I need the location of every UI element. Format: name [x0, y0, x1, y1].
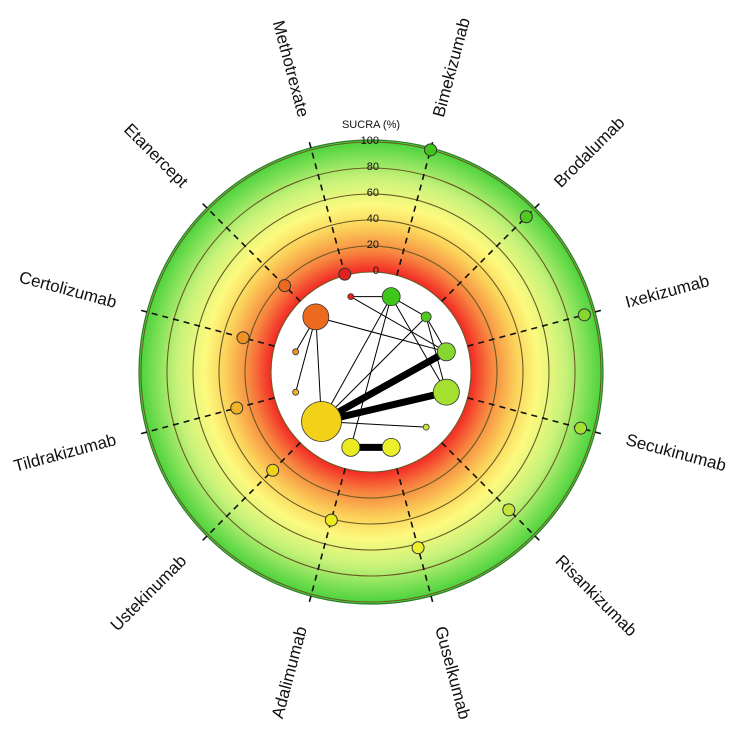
network-nodes — [292, 287, 460, 457]
sucra-points — [230, 143, 591, 555]
sucra-point-tildrakizumab — [230, 401, 244, 415]
edge-ustekinumab-ixekizumab — [318, 348, 450, 425]
tick-label: 80 — [367, 161, 379, 173]
spoke-secukinumab — [467, 397, 605, 436]
sucra-point-secukinumab — [574, 421, 588, 435]
sucra-point-etanercept — [278, 279, 292, 293]
node-certolizumab — [292, 348, 300, 356]
sucra-point-adalimumab — [324, 513, 338, 527]
spoke-adalimumab — [307, 468, 346, 606]
node-guselkumab — [381, 437, 401, 457]
sucra-point-risankizumab — [502, 503, 516, 517]
spoke-tildrakizumab — [137, 397, 275, 436]
tick-label: 0 — [373, 265, 379, 277]
grid-ring — [218, 219, 524, 525]
label-brodalumab: Brodalumab — [550, 113, 628, 191]
sucra-point-methotrexate — [338, 267, 352, 281]
spoke-brodalumab — [441, 200, 543, 302]
spoke-methotrexate — [307, 138, 346, 276]
node-risankizumab — [422, 423, 430, 431]
node-etanercept — [302, 303, 330, 331]
edge-bimekizumab-secukinumab — [390, 296, 447, 393]
spoke-ustekinumab — [199, 442, 301, 544]
edge-methotrexate-ixekizumab — [350, 296, 447, 353]
grid-ring — [244, 245, 498, 499]
grid-ring — [166, 167, 576, 577]
tick-label: 40 — [367, 213, 379, 225]
edge-ustekinumab-secukinumab — [318, 388, 450, 425]
label-ustekinumab: Ustekinumab — [107, 551, 191, 635]
sucra-point-ustekinumab — [266, 463, 280, 477]
node-tildrakizumab — [292, 388, 300, 396]
node-ustekinumab — [301, 401, 342, 442]
spoke-ixekizumab — [467, 308, 605, 347]
sucra-point-guselkumab — [411, 541, 425, 555]
node-brodalumab — [420, 311, 432, 323]
label-tildrakizumab: Tildrakizumab — [12, 430, 119, 476]
label-guselkumab: Guselkumab — [431, 624, 474, 721]
label-risankizumab: Risankizumab — [552, 551, 641, 640]
sucra-point-bimekizumab — [424, 143, 438, 157]
node-bimekizumab — [381, 287, 401, 307]
node-secukinumab — [432, 378, 460, 406]
spoke-risankizumab — [441, 442, 543, 544]
edge-ustekinumab-bimekizumab — [321, 296, 392, 422]
label-bimekizumab: Bimekizumab — [429, 16, 474, 119]
spoke-certolizumab — [137, 308, 275, 347]
grid-ring — [270, 271, 472, 473]
node-ixekizumab — [436, 342, 456, 362]
tick-label: 60 — [367, 187, 379, 199]
spoke-guselkumab — [396, 468, 435, 606]
label-secukinumab: Secukinumab — [624, 430, 728, 475]
node-methotrexate — [347, 293, 355, 301]
grid-ring — [140, 141, 602, 603]
label-adalimumab: Adalimumab — [268, 624, 311, 720]
spoke-bimekizumab — [396, 138, 435, 276]
label-ixekizumab: Ixekizumab — [623, 271, 711, 312]
tick-label: 100 — [361, 135, 379, 147]
label-certolizumab: Certolizumab — [17, 268, 119, 312]
tick-label: 20 — [367, 239, 379, 251]
label-etanercept: Etanercept — [120, 120, 192, 192]
edge-bimekizumab-adalimumab — [350, 296, 392, 448]
sucra-point-certolizumab — [236, 331, 250, 345]
sucra-axis: SUCRA (%) 0 20 40 60 80 100 — [342, 119, 400, 277]
node-adalimumab — [341, 437, 361, 457]
treatment-spokes — [137, 138, 605, 606]
grid-ring — [192, 193, 550, 551]
sucra-point-ixekizumab — [577, 308, 591, 322]
sucra-point-brodalumab — [519, 210, 533, 224]
axis-title: SUCRA (%) — [342, 119, 400, 131]
edge-ustekinumab-brodalumab — [321, 316, 427, 422]
label-methotrexate: Methotrexate — [269, 18, 313, 119]
